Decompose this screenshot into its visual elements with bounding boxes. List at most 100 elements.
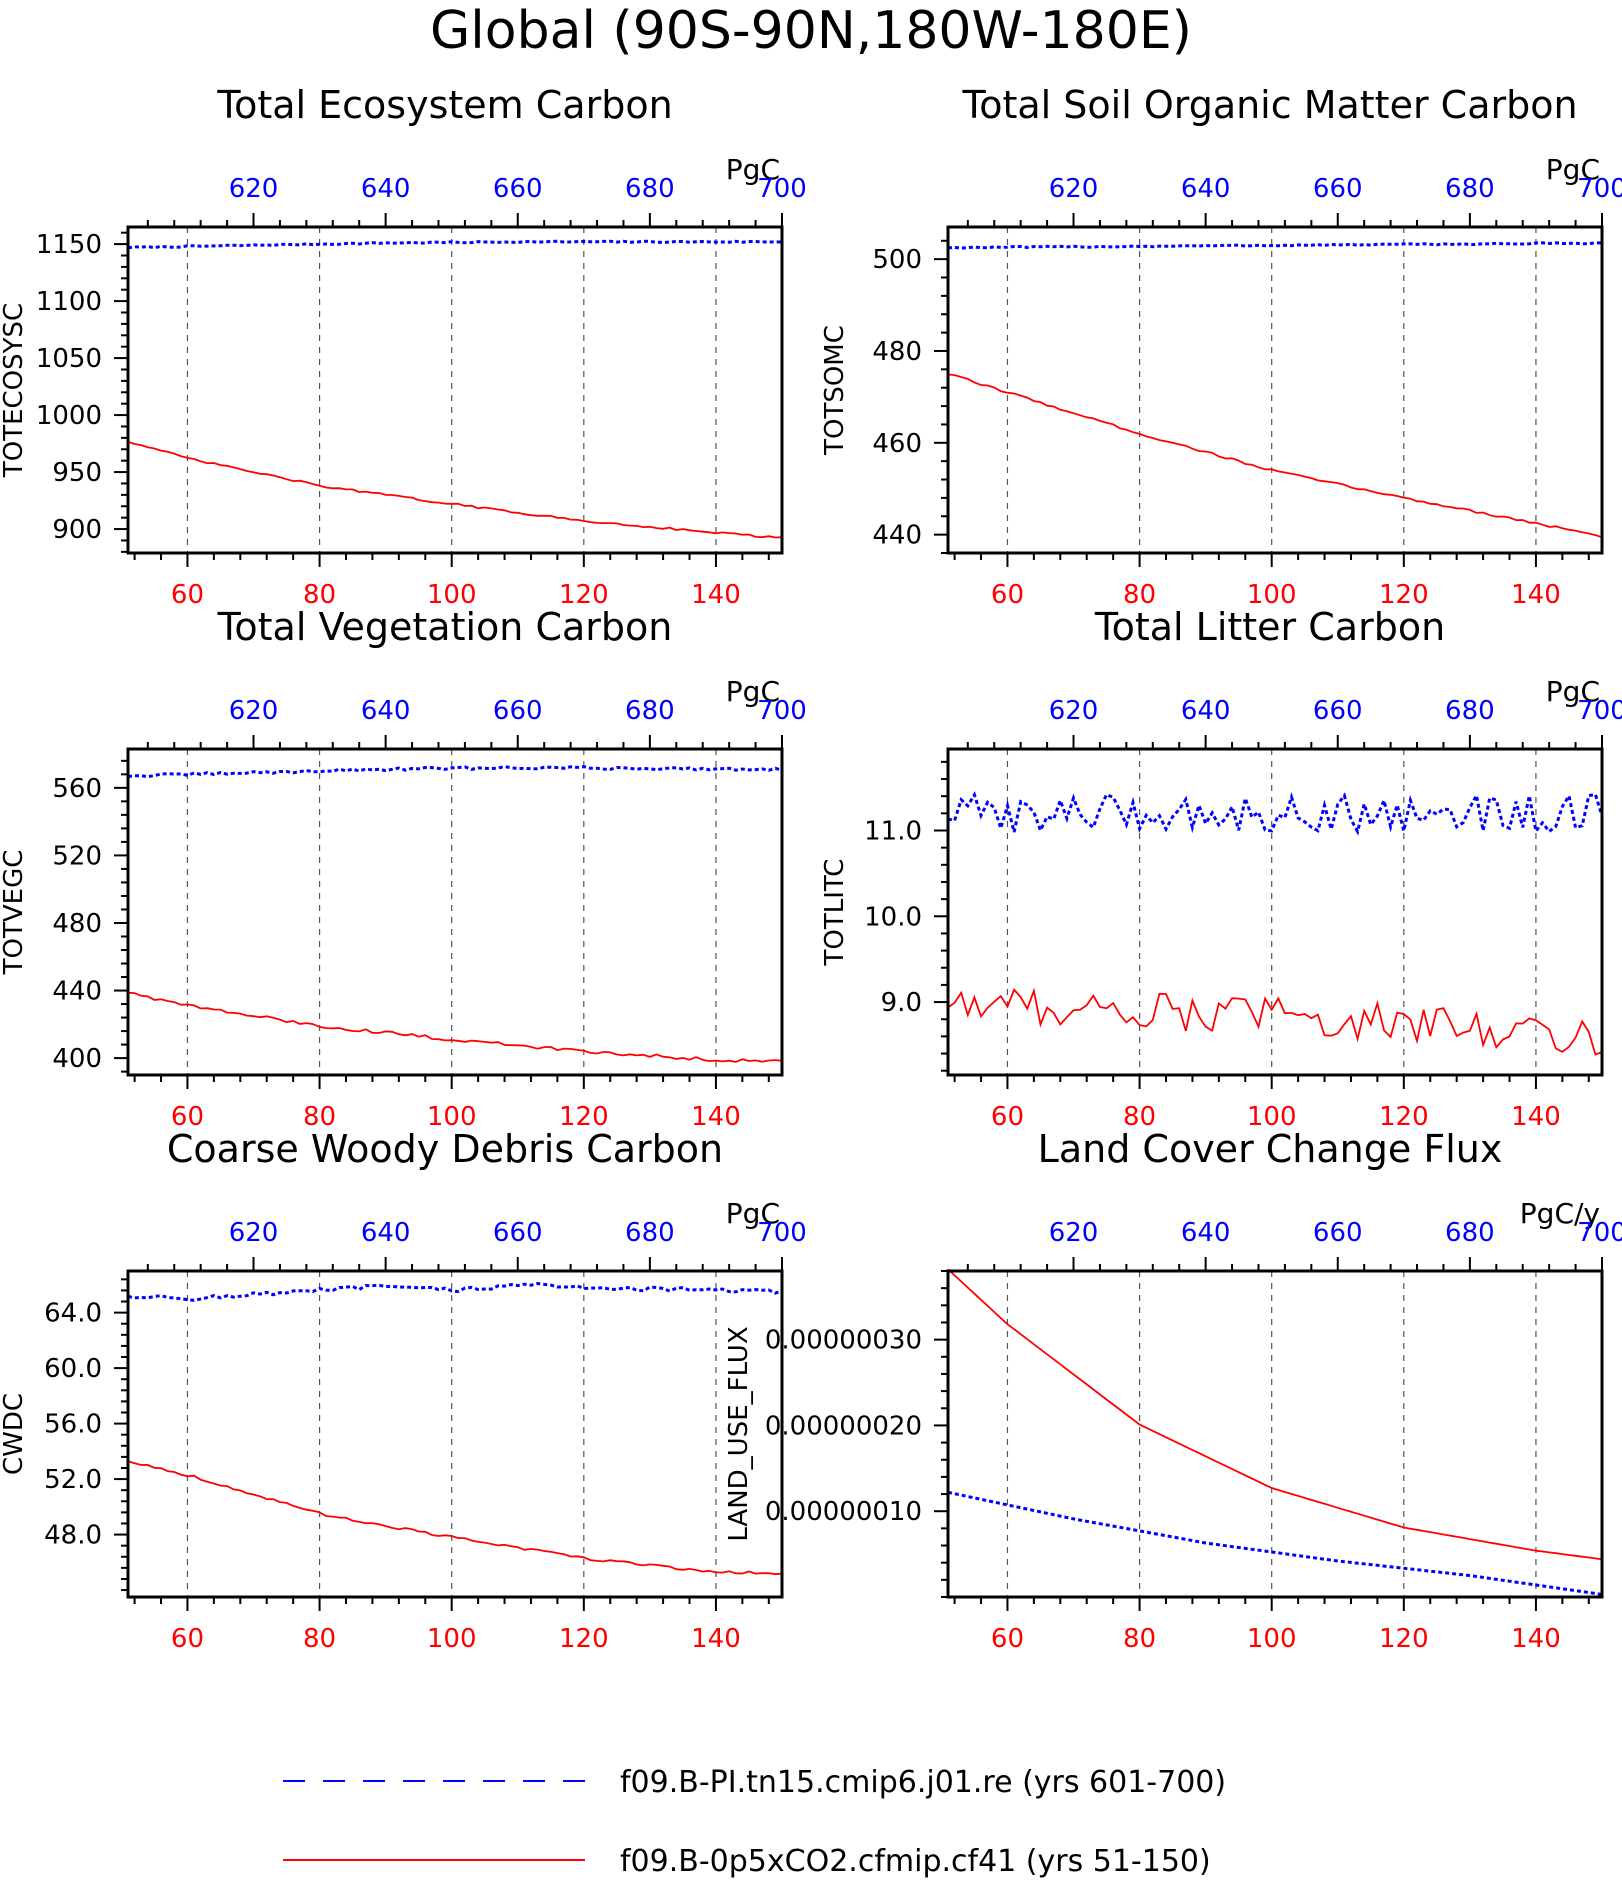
plot-frame xyxy=(126,1269,784,1599)
x-tick-label-top: 660 xyxy=(1313,174,1363,204)
x-tick-label-bottom: 80 xyxy=(303,1624,336,1654)
plot-frame xyxy=(946,1269,1604,1599)
x-tick-label-bottom: 140 xyxy=(1511,580,1561,610)
y-tick-label: 52.0 xyxy=(44,1465,102,1495)
x-tick-label-top: 680 xyxy=(625,174,675,204)
x-tick-label-top: 700 xyxy=(757,174,807,204)
unit-label: PgC xyxy=(726,675,780,708)
x-tick-label-top: 620 xyxy=(1049,174,1099,204)
plot-frame xyxy=(946,747,1604,1077)
x-tick-label-bottom: 60 xyxy=(171,1102,204,1132)
x-tick-label-bottom: 140 xyxy=(691,1624,741,1654)
chart-panel-3: Total Vegetation Carbon PgC 60 80 100 120 140 6… xyxy=(0,605,807,1132)
x-tick-label-top: 700 xyxy=(1577,174,1622,204)
y-tick-label: 10.0 xyxy=(864,902,922,932)
x-tick-label-bottom: 80 xyxy=(303,580,336,610)
chart-title: Coarse Woody Debris Carbon xyxy=(167,1127,723,1171)
series-line-blue xyxy=(127,764,783,779)
x-tick-label-top: 700 xyxy=(1577,696,1622,726)
y-tick-label: 440 xyxy=(52,977,102,1007)
x-tick-label-top: 660 xyxy=(1313,696,1363,726)
series-line-red xyxy=(947,987,1603,1056)
x-tick-label-top: 680 xyxy=(1445,174,1495,204)
chart-title: Total Litter Carbon xyxy=(1094,605,1445,649)
x-tick-label-top: 640 xyxy=(361,696,411,726)
x-tick-label-bottom: 60 xyxy=(171,580,204,610)
x-tick-label-bottom: 80 xyxy=(1123,1102,1156,1132)
unit-label: PgC xyxy=(726,1197,780,1230)
x-tick-label-top: 680 xyxy=(1445,1218,1495,1248)
x-tick-label-bottom: 120 xyxy=(559,1624,609,1654)
x-tick-label-bottom: 120 xyxy=(559,1102,609,1132)
x-tick-label-top: 680 xyxy=(1445,696,1495,726)
y-tick-label: 460 xyxy=(872,429,922,459)
unit-label: PgC xyxy=(726,153,780,186)
chart-title: Land Cover Change Flux xyxy=(1038,1127,1503,1171)
x-tick-label-bottom: 100 xyxy=(1247,1102,1297,1132)
y-tick-label: 440 xyxy=(872,521,922,551)
x-tick-label-bottom: 60 xyxy=(991,1624,1024,1654)
x-tick-label-top: 700 xyxy=(757,1218,807,1248)
x-tick-label-top: 660 xyxy=(493,174,543,204)
unit-label: PgC xyxy=(1546,153,1600,186)
series-line-blue xyxy=(947,1490,1603,1596)
x-tick-label-top: 620 xyxy=(229,696,279,726)
y-tick-label: 11.0 xyxy=(864,817,922,847)
series-line-red xyxy=(127,1460,783,1576)
x-tick-label-bottom: 140 xyxy=(691,1102,741,1132)
series-line-red xyxy=(947,1268,1603,1561)
x-tick-label-top: 680 xyxy=(625,1218,675,1248)
y-tick-label: 0.00000010 xyxy=(765,1497,922,1527)
y-axis-label: TOTECOSYSC xyxy=(0,303,29,478)
x-tick-label-top: 620 xyxy=(229,1218,279,1248)
x-tick-label-bottom: 120 xyxy=(1379,1624,1429,1654)
series-line-blue xyxy=(947,241,1603,250)
x-tick-label-bottom: 120 xyxy=(559,580,609,610)
y-tick-label: 480 xyxy=(52,909,102,939)
x-tick-label-top: 640 xyxy=(1181,696,1231,726)
y-axis-label: CWDC xyxy=(0,1393,29,1475)
series-line-blue xyxy=(947,791,1604,836)
chart-title: Total Ecosystem Carbon xyxy=(216,83,672,127)
chart-panels: Total Ecosystem Carbon PgC 60 80 100 120 140 62… xyxy=(0,83,1622,1654)
x-tick-label-top: 700 xyxy=(757,696,807,726)
y-tick-label: 400 xyxy=(52,1044,102,1074)
x-tick-label-bottom: 140 xyxy=(1511,1102,1561,1132)
plot-frame xyxy=(126,747,784,1077)
series-line-red xyxy=(947,373,1603,539)
chart-panel-2: Total Soil Organic Matter Carbon PgC 60 80 1… xyxy=(820,83,1622,610)
y-tick-label: 56.0 xyxy=(44,1410,102,1440)
x-tick-label-bottom: 60 xyxy=(991,580,1024,610)
chart-panel-6: Land Cover Change Flux PgC/y 60 80 100 120 140… xyxy=(724,1127,1622,1654)
chart-title: Total Soil Organic Matter Carbon xyxy=(961,83,1577,127)
x-tick-label-bottom: 80 xyxy=(1123,580,1156,610)
unit-label: PgC xyxy=(1546,675,1600,708)
y-axis-label: LAND_USE_FLUX xyxy=(724,1326,754,1541)
y-tick-label: 1000 xyxy=(36,401,102,431)
x-tick-label-top: 680 xyxy=(625,696,675,726)
x-tick-label-top: 660 xyxy=(1313,1218,1363,1248)
x-tick-label-bottom: 80 xyxy=(303,1102,336,1132)
x-tick-label-top: 660 xyxy=(493,1218,543,1248)
y-tick-label: 60.0 xyxy=(44,1354,102,1384)
y-tick-label: 520 xyxy=(52,841,102,871)
plot-frame xyxy=(946,225,1604,555)
y-tick-label: 1050 xyxy=(36,344,102,374)
legend-label-blue: f09.B-PI.tn15.cmip6.j01.re (yrs 601-700) xyxy=(620,1765,1226,1800)
x-tick-label-bottom: 80 xyxy=(1123,1624,1156,1654)
figure-title: Global (90S-90N,180W-180E) xyxy=(430,1,1192,61)
y-tick-label: 1100 xyxy=(36,287,102,317)
x-tick-label-top: 620 xyxy=(1049,1218,1099,1248)
y-tick-label: 950 xyxy=(52,458,102,488)
x-tick-label-top: 640 xyxy=(1181,1218,1231,1248)
x-tick-label-bottom: 140 xyxy=(691,580,741,610)
y-tick-label: 0.00000030 xyxy=(765,1326,922,1356)
x-tick-label-bottom: 100 xyxy=(427,1624,477,1654)
chart-panel-1: Total Ecosystem Carbon PgC 60 80 100 120 140 62… xyxy=(0,83,807,610)
series-line-red xyxy=(127,440,783,539)
x-tick-label-top: 640 xyxy=(361,174,411,204)
x-tick-label-bottom: 140 xyxy=(1511,1624,1561,1654)
y-tick-label: 1150 xyxy=(36,230,102,260)
